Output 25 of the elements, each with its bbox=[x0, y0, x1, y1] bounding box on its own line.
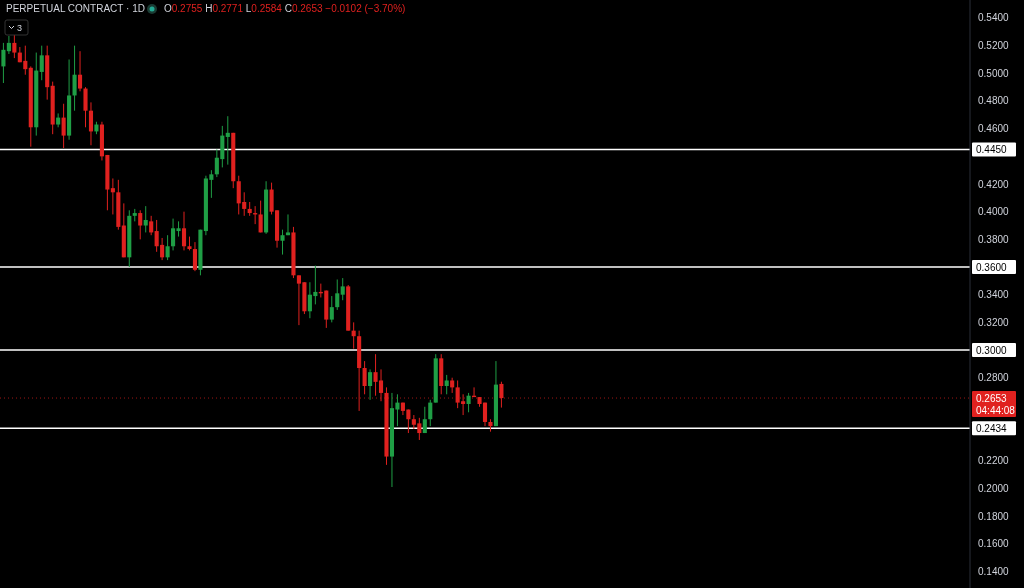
y-tick-label: 0.4800 bbox=[978, 95, 1010, 107]
annotation: 3 bbox=[17, 23, 23, 34]
text: O0.2755 H0.2771 L0.2584 C0.2653 −0.0102 (−3.70%) bbox=[164, 3, 406, 14]
ref-line-label: 0.2653 bbox=[976, 392, 1008, 404]
y-tick-label: 0.5400 bbox=[978, 12, 1010, 24]
y-tick-label: 0.5000 bbox=[978, 67, 1010, 79]
text: 04:44:08 bbox=[976, 404, 1016, 416]
chart-title: PERPETUAL CONTRACT · 1D bbox=[6, 3, 145, 14]
y-tick-label: 0.1400 bbox=[978, 565, 1010, 577]
y-tick-label: 0.2000 bbox=[978, 482, 1010, 494]
y-tick-label: 0.4200 bbox=[978, 178, 1010, 190]
ref-line-label: 0.3000 bbox=[976, 344, 1008, 356]
y-tick-label: 0.3800 bbox=[978, 233, 1010, 245]
ref-line-label: 0.4450 bbox=[976, 143, 1008, 155]
y-tick-label: 0.4600 bbox=[978, 123, 1010, 135]
ref-line-label: 0.3600 bbox=[976, 261, 1008, 273]
y-tick-label: 0.4000 bbox=[978, 206, 1010, 218]
y-tick-label: 0.1800 bbox=[978, 510, 1010, 522]
y-tick-label: 0.1600 bbox=[978, 538, 1010, 550]
ref-line-label: 0.2434 bbox=[976, 422, 1008, 434]
y-tick-label: 0.3200 bbox=[978, 316, 1010, 328]
y-tick-label: 0.5200 bbox=[978, 40, 1010, 52]
y-tick-label: 0.2800 bbox=[978, 372, 1010, 384]
y-tick-label: 0.2200 bbox=[978, 455, 1010, 467]
y-tick-label: 0.3400 bbox=[978, 289, 1010, 301]
